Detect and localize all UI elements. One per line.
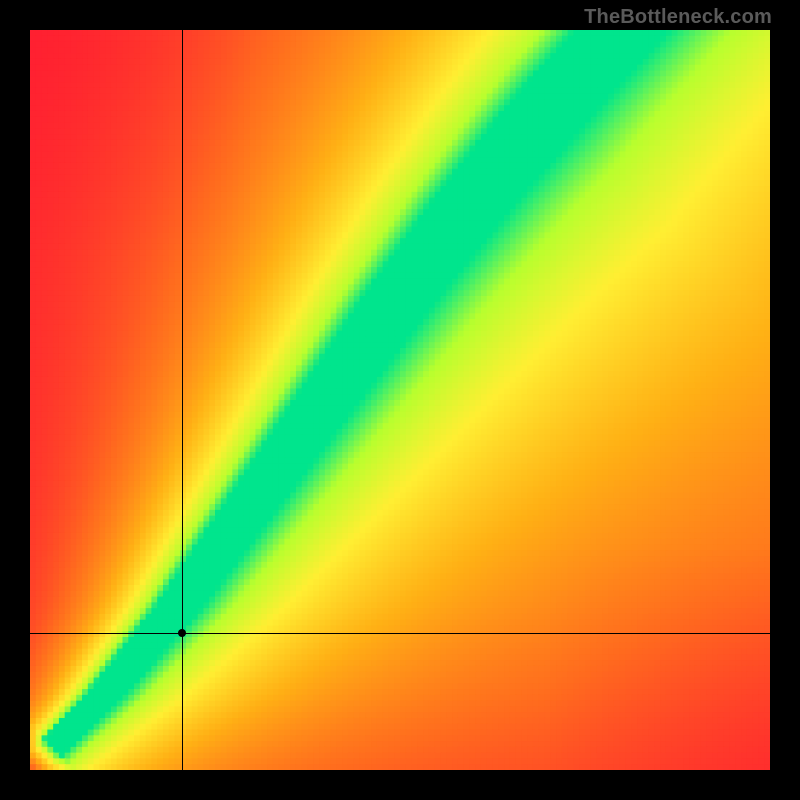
chart-container: TheBottleneck.com bbox=[0, 0, 800, 800]
watermark-text: TheBottleneck.com bbox=[584, 6, 772, 29]
plot-area bbox=[30, 30, 770, 770]
heatmap-canvas bbox=[30, 30, 770, 770]
